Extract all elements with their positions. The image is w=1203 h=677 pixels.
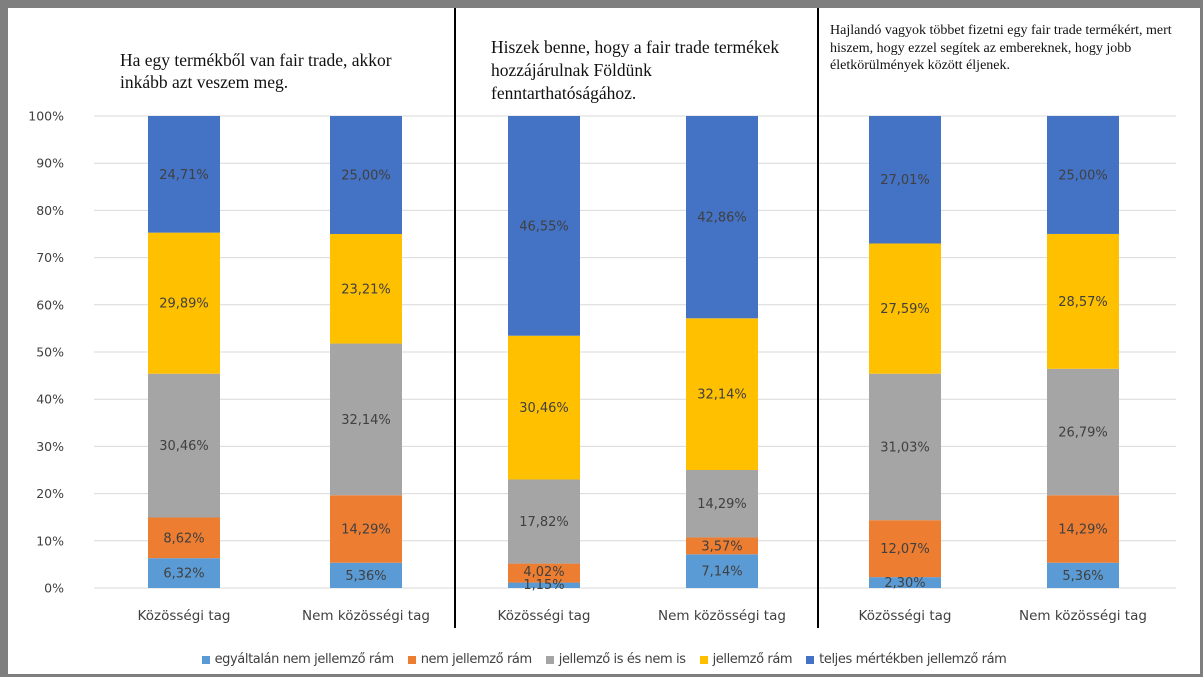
bar-segment-kozepes [330, 343, 402, 496]
bar-segment-egyaltalan [869, 577, 941, 588]
data-label: 23,21% [341, 282, 391, 297]
y-tick-label: 80% [36, 203, 64, 218]
legend-item-egyaltalan[interactable]: egyáltalán nem jellemző rám [201, 652, 395, 667]
data-label: 6,32% [163, 567, 204, 582]
chart-legend: egyáltalán nem jellemző rám nem jellemző… [14, 652, 1194, 667]
y-tick-label: 0% [44, 581, 64, 596]
bar-segment-nem-jellemzo [330, 495, 402, 563]
x-category-label: Közösségi tag [138, 608, 231, 624]
bar-segment-kozepes [508, 479, 580, 564]
x-category-label: Nem közösségi tag [1019, 608, 1147, 624]
data-label: 30,46% [519, 401, 569, 416]
x-category-label: Közösségi tag [498, 608, 591, 624]
data-label: 7,14% [701, 565, 742, 580]
bar-segment-jellemzo [1047, 233, 1119, 369]
bar-segment-jellemzo [686, 318, 758, 470]
bar-segment-egyaltalan [330, 562, 402, 588]
y-tick-label: 20% [36, 486, 64, 501]
bar-segment-egyaltalan [686, 554, 758, 588]
legend-swatch-egyaltalan [201, 655, 210, 664]
data-label: 24,71% [159, 168, 209, 183]
bar-segment-jellemzo [330, 234, 402, 344]
y-tick-label: 100% [28, 109, 64, 124]
y-tick-label: 30% [36, 439, 64, 454]
legend-swatch-jellemzo [699, 655, 708, 664]
bar-segment-jellemzo [148, 232, 220, 374]
bar-segment-nem-jellemzo [508, 563, 580, 583]
bar-segment-kozepes [686, 470, 758, 538]
data-label: 32,14% [697, 388, 747, 403]
bar-segment-teljes [148, 116, 220, 233]
x-category-label: Nem közösségi tag [658, 608, 786, 624]
bar-segment-teljes [508, 116, 580, 336]
bar-segment-jellemzo [869, 243, 941, 374]
legend-label-teljes: teljes mértékben jellemző rám [819, 652, 1007, 667]
legend-item-jellemzo[interactable]: jellemző rám [699, 652, 793, 667]
y-tick-label: 50% [36, 345, 64, 360]
panel-title-1: Ha egy termékből van fair trade, akkor i… [120, 50, 392, 92]
y-tick-label: 10% [36, 533, 64, 548]
data-label: 42,86% [697, 211, 747, 226]
data-label: 46,55% [519, 219, 569, 234]
data-label: 2,30% [884, 576, 925, 591]
y-tick-label: 40% [36, 392, 64, 407]
legend-item-teljes[interactable]: teljes mértékben jellemző rám [806, 652, 1007, 667]
legend-label-nem-jellemzo: nem jellemző rám [420, 652, 532, 667]
data-label: 1,15% [523, 578, 564, 593]
panel-title-3: Hajlandó vagyok többet fizetni egy fair … [830, 23, 1172, 73]
bar-segment-teljes [330, 116, 402, 234]
legend-swatch-kozepes [545, 655, 554, 664]
bar-segment-egyaltalan [508, 582, 580, 588]
bar-segment-nem-jellemzo [148, 517, 220, 559]
legend-item-kozepes[interactable]: jellemző is és nem is [545, 652, 686, 667]
legend-swatch-nem-jellemzo [407, 655, 416, 664]
bar-segment-nem-jellemzo [686, 537, 758, 555]
bar-segment-teljes [1047, 115, 1119, 234]
data-label: 17,82% [519, 515, 569, 530]
data-label: 31,03% [880, 440, 930, 455]
data-label: 14,29% [697, 497, 747, 512]
y-tick-label: 60% [36, 297, 64, 312]
bar-segment-teljes [869, 116, 941, 244]
bar-segment-egyaltalan [148, 558, 220, 588]
y-tick-label: 90% [36, 156, 64, 171]
data-label: 28,57% [1058, 295, 1108, 310]
data-label: 14,29% [341, 522, 391, 537]
bar-segment-nem-jellemzo [869, 520, 941, 578]
y-tick-label: 70% [36, 250, 64, 265]
data-label: 12,07% [880, 542, 930, 557]
data-label: 3,57% [701, 539, 742, 554]
bar-segment-kozepes [869, 373, 941, 521]
data-label: 5,36% [1062, 569, 1103, 584]
data-label: 30,46% [159, 439, 209, 454]
bar-segment-kozepes [1047, 368, 1119, 496]
bar-segment-kozepes [148, 373, 220, 518]
bar-segment-jellemzo [508, 335, 580, 480]
legend-label-jellemzo: jellemző rám [712, 652, 793, 667]
legend-label-egyaltalan: egyáltalán nem jellemző rám [214, 652, 395, 667]
bar-segment-nem-jellemzo [1047, 495, 1119, 563]
data-label: 25,00% [1058, 168, 1108, 183]
data-label: 5,36% [345, 569, 386, 584]
bar-segment-teljes [686, 116, 758, 319]
x-category-label: Közösségi tag [859, 608, 952, 624]
bar-segment-egyaltalan [1047, 562, 1119, 588]
data-label: 8,62% [163, 531, 204, 546]
data-label: 27,01% [880, 173, 930, 188]
data-label: 14,29% [1058, 522, 1108, 537]
data-label: 27,59% [880, 302, 930, 317]
legend-label-kozepes: jellemző is és nem is [558, 652, 686, 667]
legend-item-nem-jellemzo[interactable]: nem jellemző rám [407, 652, 532, 667]
data-label: 26,79% [1058, 426, 1108, 441]
data-label: 25,00% [341, 169, 391, 184]
legend-swatch-teljes [806, 655, 815, 664]
data-label: 4,02% [523, 565, 564, 580]
x-category-label: Nem közösségi tag [302, 608, 430, 624]
data-label: 32,14% [341, 413, 391, 428]
data-label: 29,89% [159, 297, 209, 312]
panel-title-2: Hiszek benne, hogy a fair trade termékek… [491, 37, 780, 103]
